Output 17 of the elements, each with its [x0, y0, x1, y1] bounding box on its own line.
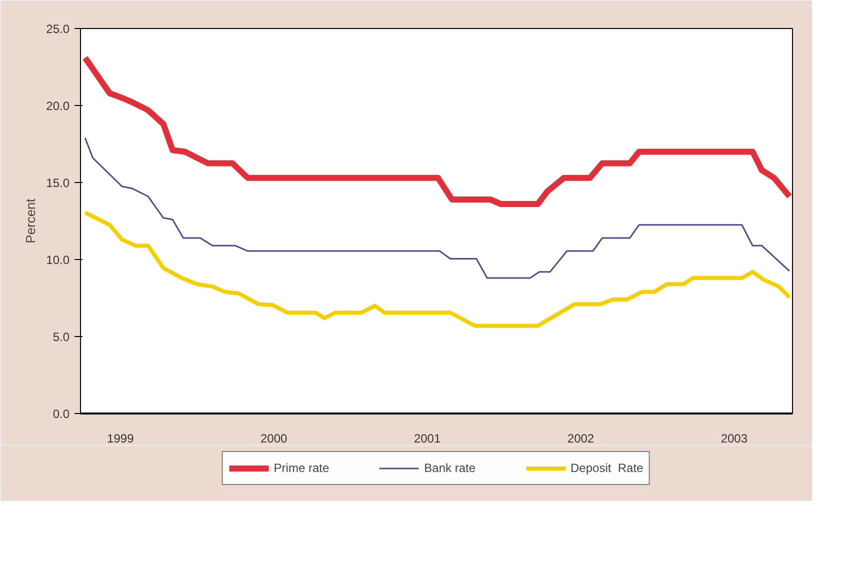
x-tick-label: 2001	[414, 432, 441, 446]
y-tick-label: 0.0	[52, 407, 70, 421]
line-series	[84, 137, 790, 279]
x-tick-label: 1999	[107, 432, 134, 446]
y-axis-title: Percent	[23, 198, 38, 244]
x-tick-label: 2000	[260, 432, 288, 446]
x-tick-label: 2002	[567, 432, 594, 446]
line-series	[83, 210, 792, 328]
y-tick-label: 20.0	[46, 99, 70, 113]
y-tick-label: 10.0	[46, 253, 70, 267]
x-tick-label: 2003	[720, 432, 748, 446]
y-tick-label: 25.0	[46, 22, 70, 36]
legend-label: Prime rate	[274, 461, 330, 475]
legend-label: Deposit Rate	[570, 461, 644, 475]
legend-label: Bank rate	[424, 461, 476, 475]
y-tick-label: 5.0	[52, 330, 70, 344]
y-tick-label: 15.0	[46, 176, 70, 190]
